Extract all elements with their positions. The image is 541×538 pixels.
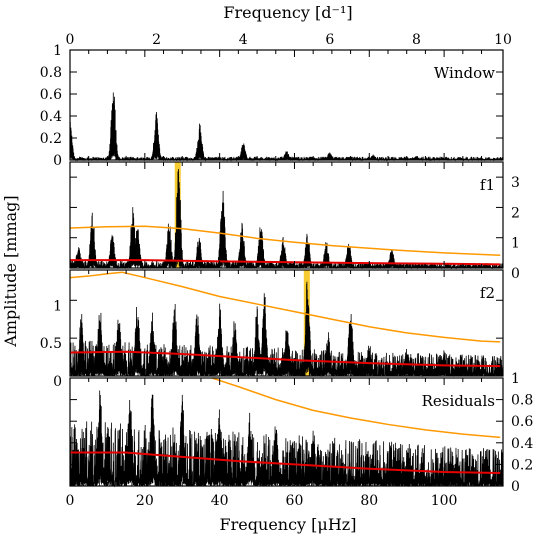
top-tick-label: 4: [239, 32, 248, 48]
noise-curve: [69, 350, 501, 368]
bottom-tick-label: 20: [136, 493, 154, 509]
panel-frame: [69, 161, 504, 269]
panel-4: 0 0.2 0.4 0.6 0.8 1 Residuals: [69, 371, 533, 495]
significance-curve: [69, 271, 501, 343]
panel-label: f1: [480, 176, 495, 194]
panel-label: f2: [480, 284, 495, 302]
panel-3: 0 0.5 1 f2: [40, 269, 504, 390]
noise-curve: [70, 451, 501, 475]
y-tick-label: 0.2: [40, 131, 62, 147]
y-tick-label: 0.6: [40, 87, 62, 103]
y-tick-label: 0: [53, 153, 62, 169]
y-tick-label: 1: [53, 43, 62, 59]
y-tick-label: 3: [511, 175, 520, 191]
y-tick-label: 0.2: [511, 457, 533, 473]
bottom-tick-label: 40: [211, 493, 229, 509]
top-tick-label: 8: [412, 32, 421, 48]
panel-2: 0 1 2 3 f1: [69, 161, 520, 282]
y-tick-label: 0.4: [511, 436, 533, 452]
y-tick-label: 0.8: [511, 393, 533, 409]
top-axis-label: Frequency [d⁻¹]: [223, 3, 352, 22]
amplitude-spectrum: [69, 169, 504, 270]
panel-label: Residuals: [422, 392, 495, 410]
plot-layer: 0 2 4 6 8 100 20 40 60 80 10000.20.40.60.81Window0…: [40, 32, 534, 509]
y-tick-label: 0.8: [40, 65, 62, 81]
panel-frame: [69, 269, 504, 377]
y-axis-label: Amplitude [mmag]: [1, 195, 20, 347]
bottom-tick-label: 60: [286, 493, 304, 509]
top-tick-label: 2: [152, 32, 161, 48]
y-tick-label: 0.6: [511, 414, 533, 430]
bottom-tick-label: 100: [431, 493, 458, 509]
y-tick-label: 2: [511, 205, 520, 221]
y-tick-label: 1: [53, 298, 62, 314]
panel-1: 0 0.2 0.4 0.6 0.8 1 Window: [40, 43, 504, 169]
significance-curve: [211, 377, 501, 439]
y-tick-label: 1: [511, 236, 520, 252]
y-tick-label: 0.5: [40, 336, 62, 352]
y-tick-label: 0: [53, 374, 62, 390]
panel-frame: [69, 49, 504, 161]
amplitude-spectrum: [69, 390, 504, 488]
bottom-tick-label: 0: [66, 493, 75, 509]
y-tick-label: 0: [511, 266, 520, 282]
bottom-axis-label: Frequency [μHz]: [220, 515, 357, 534]
top-tick-label: 6: [325, 32, 334, 48]
amplitude-spectrum: [69, 281, 504, 378]
y-tick-label: 1: [511, 371, 520, 387]
panel-label: Window: [434, 64, 495, 82]
y-tick-label: 0: [511, 479, 520, 495]
top-tick-label: 0: [66, 32, 75, 48]
panel-frame: [69, 377, 504, 487]
significance-curve: [69, 225, 501, 257]
bottom-tick-label: 80: [360, 493, 378, 509]
top-tick-label: 10: [494, 32, 512, 48]
y-tick-label: 0.4: [40, 109, 62, 125]
amplitude-spectrum: [69, 92, 504, 162]
